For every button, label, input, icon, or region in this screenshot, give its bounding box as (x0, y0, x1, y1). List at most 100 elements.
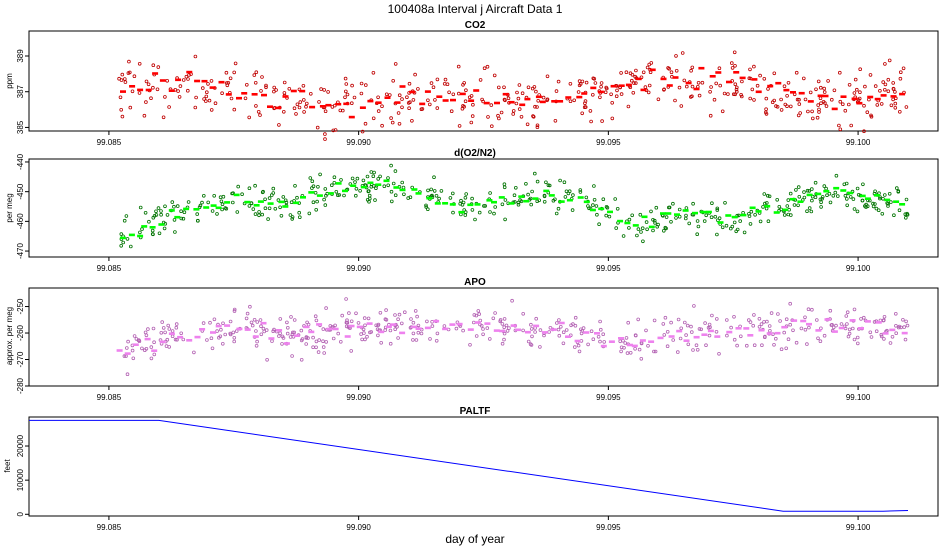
x-tick-label: 99.100 (846, 138, 871, 147)
data-point (263, 206, 268, 211)
data-point (387, 93, 392, 97)
data-point (474, 334, 479, 338)
data-point (200, 200, 204, 205)
data-point (489, 103, 494, 107)
data-point (838, 127, 843, 132)
data-point (678, 336, 683, 341)
data-point (717, 216, 722, 221)
data-point (893, 106, 898, 110)
data-point (244, 316, 249, 321)
data-point (591, 203, 595, 207)
data-point (806, 109, 810, 114)
data-point (173, 337, 178, 342)
data-point (293, 184, 297, 188)
data-point (738, 219, 742, 223)
data-point (502, 182, 507, 187)
data-point (621, 234, 626, 238)
data-point (243, 96, 248, 101)
data-point (366, 189, 371, 194)
data-point (775, 105, 780, 109)
data-point (289, 315, 293, 319)
data-point (553, 197, 557, 202)
data-point (218, 195, 223, 200)
data-point (652, 318, 657, 323)
data-point (831, 325, 836, 330)
data-point (123, 80, 128, 84)
data-point (805, 209, 809, 214)
data-point (739, 93, 743, 97)
data-point (904, 319, 908, 324)
data-point (826, 79, 830, 83)
data-point (215, 329, 219, 333)
data-point (568, 82, 573, 86)
data-point (887, 58, 892, 63)
data-point (201, 321, 206, 325)
data-point (619, 71, 623, 75)
data-point (775, 198, 779, 202)
data-point (314, 345, 318, 350)
data-point (882, 193, 887, 197)
data-point (760, 343, 764, 348)
data-point (687, 221, 691, 226)
data-point (517, 107, 522, 111)
data-point (751, 323, 755, 328)
data-point (397, 93, 402, 97)
data-point (753, 213, 757, 217)
data-point (474, 313, 479, 318)
y-tick-label: -440 (16, 153, 25, 170)
data-point (595, 212, 599, 217)
data-point (500, 322, 505, 326)
data-point (794, 340, 799, 345)
data-point (215, 212, 219, 216)
data-point (165, 213, 170, 217)
data-point (615, 88, 619, 93)
data-point (400, 180, 405, 185)
data-point (881, 80, 885, 84)
data-point (279, 214, 284, 218)
ylabel: ppm (5, 73, 14, 89)
data-point (359, 332, 363, 336)
data-point (315, 199, 319, 204)
data-point (677, 207, 682, 212)
data-point (886, 204, 890, 208)
data-point (643, 85, 648, 89)
data-point (248, 304, 252, 309)
data-point (277, 123, 281, 127)
data-point (305, 320, 309, 325)
data-point (692, 304, 696, 308)
data-point (750, 87, 755, 92)
data-point (257, 213, 261, 218)
data-point (308, 92, 313, 96)
data-point (247, 115, 252, 120)
data-point (435, 77, 440, 82)
data-point (280, 342, 284, 346)
data-point (219, 199, 224, 204)
data-point (342, 193, 346, 198)
data-point (434, 194, 439, 198)
data-point (847, 83, 852, 87)
data-point (810, 116, 815, 121)
data-point (209, 108, 214, 112)
data-point (621, 338, 625, 343)
data-point (209, 336, 214, 341)
data-point (679, 326, 683, 331)
data-point (580, 79, 585, 84)
data-point (654, 205, 659, 210)
data-point (345, 320, 350, 325)
data-point (748, 67, 752, 72)
data-point (514, 101, 519, 106)
data-point (152, 340, 156, 345)
data-point (682, 78, 687, 83)
data-point (130, 348, 135, 353)
data-point (796, 203, 800, 208)
data-point (349, 349, 354, 353)
data-point (748, 320, 753, 324)
data-point (463, 213, 468, 217)
data-point (321, 339, 325, 344)
data-point (393, 327, 398, 332)
data-point (581, 326, 586, 330)
data-point (801, 76, 806, 81)
data-point (362, 316, 367, 320)
data-point (290, 332, 295, 337)
data-point (379, 340, 384, 345)
